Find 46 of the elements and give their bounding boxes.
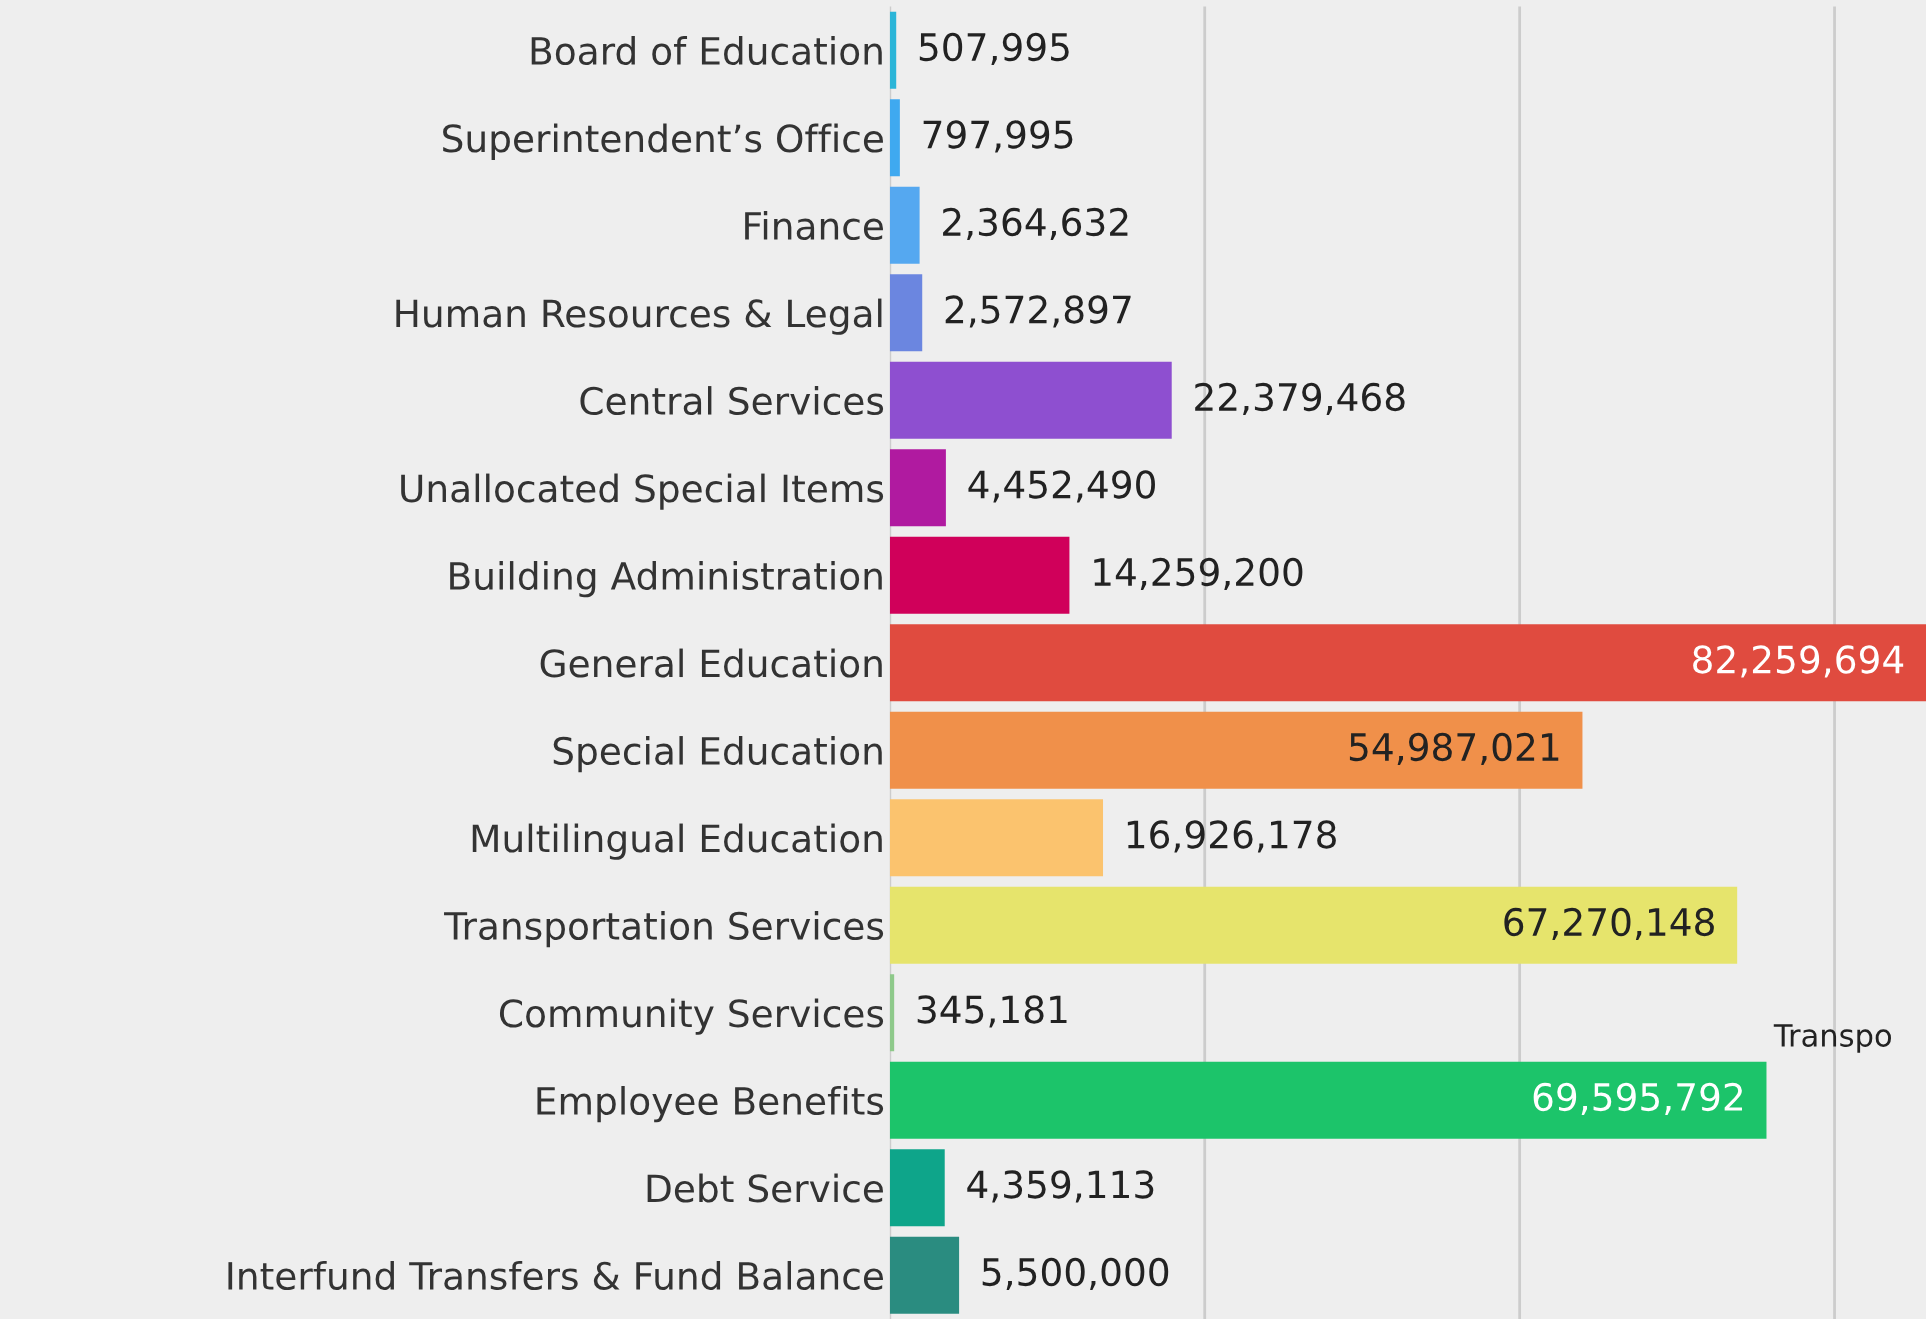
y-tick-label: Community Services xyxy=(499,998,884,1035)
bar xyxy=(889,886,1738,964)
y-tick-label: Special Education xyxy=(553,736,882,773)
data-label: 69,595,792 xyxy=(1533,1082,1742,1115)
y-tick-label: Transportation Services xyxy=(444,911,884,948)
data-label: 14,259,200 xyxy=(1094,557,1303,591)
y-tick-label: Multilingual Education xyxy=(472,823,882,860)
data-label: 82,259,694 xyxy=(1693,645,1904,678)
data-label: 5,500,000 xyxy=(982,1257,1169,1290)
data-label: 4,452,490 xyxy=(968,470,1155,503)
y-tick-label: Building Administration xyxy=(450,561,882,598)
y-tick-label: Human Resources & Legal xyxy=(396,298,882,335)
data-label: 2,572,897 xyxy=(945,295,1131,328)
bar xyxy=(889,1061,1767,1139)
y-tick-label: Employee Benefits xyxy=(537,1086,884,1123)
data-label: 67,270,148 xyxy=(1504,907,1714,940)
y-tick-label: Board of Education xyxy=(531,36,882,66)
bar xyxy=(889,99,900,177)
y-tick-label: Central Services xyxy=(580,386,884,416)
data-label: 54,987,021 xyxy=(1349,732,1559,765)
bar xyxy=(889,186,920,264)
data-label: 797,995 xyxy=(923,120,1073,153)
annotation: Transpo xyxy=(1773,1024,1891,1053)
data-label: 4,359,113 xyxy=(967,1170,1154,1203)
data-label: 2,364,632 xyxy=(943,207,1128,241)
bar xyxy=(889,799,1104,877)
y-tick-label: Interfund Transfers & Fund Balance xyxy=(228,1261,883,1291)
bar xyxy=(889,536,1070,614)
y-tick-label: Finance xyxy=(745,211,883,241)
bar xyxy=(889,274,923,352)
bar xyxy=(889,11,897,89)
bar xyxy=(889,624,1926,702)
y-tick-label: Debt Service xyxy=(647,1173,883,1203)
bar xyxy=(889,1236,960,1314)
bar xyxy=(889,1149,945,1227)
data-label: 507,995 xyxy=(919,32,1069,66)
bar xyxy=(889,361,1172,439)
data-label: 345,181 xyxy=(917,995,1067,1028)
data-label: 16,926,178 xyxy=(1127,820,1336,853)
data-label: 22,379,468 xyxy=(1195,382,1405,416)
y-tick-label: General Education xyxy=(540,648,882,678)
y-tick-label: Superintendent’s Office xyxy=(443,123,883,160)
bar xyxy=(889,711,1583,789)
bar xyxy=(889,974,895,1052)
bar xyxy=(889,449,946,527)
y-tick-label: Unallocated Special Items xyxy=(401,473,884,510)
